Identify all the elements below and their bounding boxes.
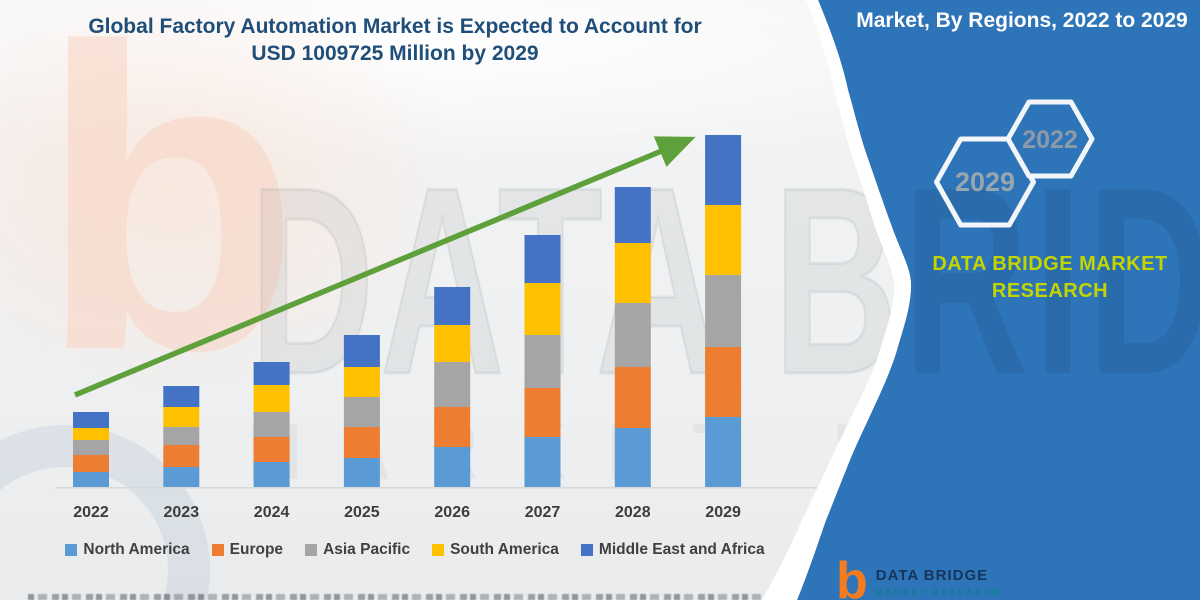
bar-segment-2023-south-america (163, 407, 200, 427)
bar-segment-2022-north-america (73, 472, 109, 487)
hexagon-2022-label: 2022 (1022, 126, 1078, 154)
hexagon-2022 (1005, 99, 1095, 179)
chart-title-line2: USD 1009725 Million by 2029 (251, 42, 539, 65)
x-axis-label-2025: 2025 (344, 504, 380, 521)
panel-brand: DATA BRIDGE MARKET RESEARCH (900, 251, 1200, 305)
x-axis-label-2027: 2027 (525, 504, 561, 521)
bar-segment-2024-middle-east-and-africa (253, 362, 290, 385)
x-axis-label-2028: 2028 (615, 504, 651, 521)
bar-segment-2025-asia-pacific (343, 397, 380, 427)
legend-label: Asia Pacific (323, 541, 411, 558)
bar-segment-2024-europe (253, 437, 290, 462)
bar-segment-2029-north-america (705, 417, 742, 487)
bar-segment-2027-europe (524, 388, 561, 437)
bar-segment-2028-middle-east-and-africa (614, 187, 651, 243)
x-axis-label-2026: 2026 (434, 504, 470, 521)
bar-segment-2022-europe (73, 455, 109, 472)
bar-segment-2022-asia-pacific (73, 440, 109, 455)
legend-item-asia-pacific: Asia Pacific (305, 541, 410, 559)
hexagon-badges: 2029 2022 (934, 99, 1095, 228)
hexagon-2029-label: 2029 (955, 167, 1015, 197)
bar-segment-2025-europe (343, 427, 380, 458)
legend-item-north-america: North America (65, 541, 190, 559)
panel-watermark-text: DATA BRIDGE (905, 132, 1200, 431)
bar-segment-2022-middle-east-and-africa (73, 412, 109, 428)
bar-segment-2026-asia-pacific (434, 362, 471, 407)
panel-white-swoosh (762, 0, 911, 600)
chart-title-line1: Global Factory Automation Market is Expe… (88, 15, 702, 38)
x-axis-label-2022: 2022 (73, 504, 109, 521)
legend-label: Europe (229, 541, 284, 558)
bar-segment-2026-middle-east-and-africa (434, 287, 471, 325)
logo-tagline: MARKET RESEARCH (875, 587, 1002, 597)
legend-swatch-icon (580, 544, 593, 556)
legend-item-europe: Europe (211, 541, 284, 559)
bar-segment-2025-middle-east-and-africa (343, 335, 380, 367)
bar-segment-2024-south-america (253, 385, 290, 412)
logo-b-icon: b (836, 552, 868, 600)
bar-segment-2022-south-america (73, 428, 109, 440)
legend-label: South America (450, 541, 559, 558)
x-axis-label-2024: 2024 (254, 504, 290, 521)
bar-segment-2028-north-america (614, 428, 651, 487)
legend-swatch-icon (65, 544, 78, 556)
bar-segment-2024-asia-pacific (253, 412, 290, 437)
databridge-logo: b DATA BRIDGE MARKET RESEARCH (836, 555, 1002, 600)
bar-segment-2028-south-america (614, 243, 651, 303)
bar-segment-2025-south-america (343, 367, 380, 397)
panel-brand-line2: RESEARCH (991, 280, 1109, 302)
bar-segment-2026-europe (434, 407, 471, 447)
bar-segment-2029-south-america (705, 205, 742, 275)
panel-heading: Market, By Regions, 2022 to 2029 (856, 9, 1188, 32)
legend-label: North America (83, 541, 190, 558)
chart-title: Global Factory Automation Market is Expe… (70, 13, 720, 67)
bar-segment-2023-middle-east-and-africa (163, 386, 200, 407)
bar-segment-2027-middle-east-and-africa (524, 235, 561, 283)
legend-swatch-icon (432, 544, 445, 556)
stacked-bar-chart: 2022 2023 2024 2025 2026 2027 2028 2029 (55, 135, 838, 521)
bar-segment-2023-asia-pacific (163, 427, 200, 445)
bar-segment-2029-asia-pacific (705, 275, 742, 347)
growth-trend-arrow (73, 136, 696, 398)
logo-name: DATA BRIDGE (875, 567, 989, 584)
bar-segment-2025-north-america (343, 458, 380, 487)
bar-segment-2023-north-america (163, 467, 200, 487)
x-axis-label-2029: 2029 (705, 504, 741, 521)
panel-blue-shape (797, 0, 1200, 600)
panel-watermark-clip: DATA BRIDGE (905, 120, 1200, 450)
hexagon-2029 (934, 136, 1036, 228)
legend-item-middle-east-and-africa: Middle East and Africa (580, 541, 765, 559)
bar-segment-2024-north-america (253, 462, 290, 487)
bar-segment-2029-europe (705, 347, 742, 417)
bar-segment-2026-north-america (434, 447, 471, 487)
x-axis-label-2023: 2023 (164, 504, 200, 521)
bar-segment-2027-south-america (524, 283, 561, 335)
cropped-caption-strip (28, 594, 990, 600)
bar-segment-2026-south-america (434, 325, 471, 362)
panel-brand-line1: DATA BRIDGE MARKET (932, 253, 1168, 275)
bar-segment-2029-middle-east-and-africa (705, 135, 742, 205)
legend-label: Middle East and Africa (598, 541, 765, 558)
bar-segment-2023-europe (163, 445, 200, 467)
chart-legend: North America Europe Asia Pacific South Ame… (50, 541, 780, 559)
legend-swatch-icon (305, 544, 318, 556)
bar-segment-2028-asia-pacific (614, 303, 651, 367)
bar-segment-2027-north-america (524, 437, 561, 487)
legend-swatch-icon (211, 544, 224, 556)
legend-item-south-america: South America (432, 541, 559, 559)
bar-segment-2027-asia-pacific (524, 335, 561, 388)
bar-segment-2028-europe (614, 367, 651, 428)
